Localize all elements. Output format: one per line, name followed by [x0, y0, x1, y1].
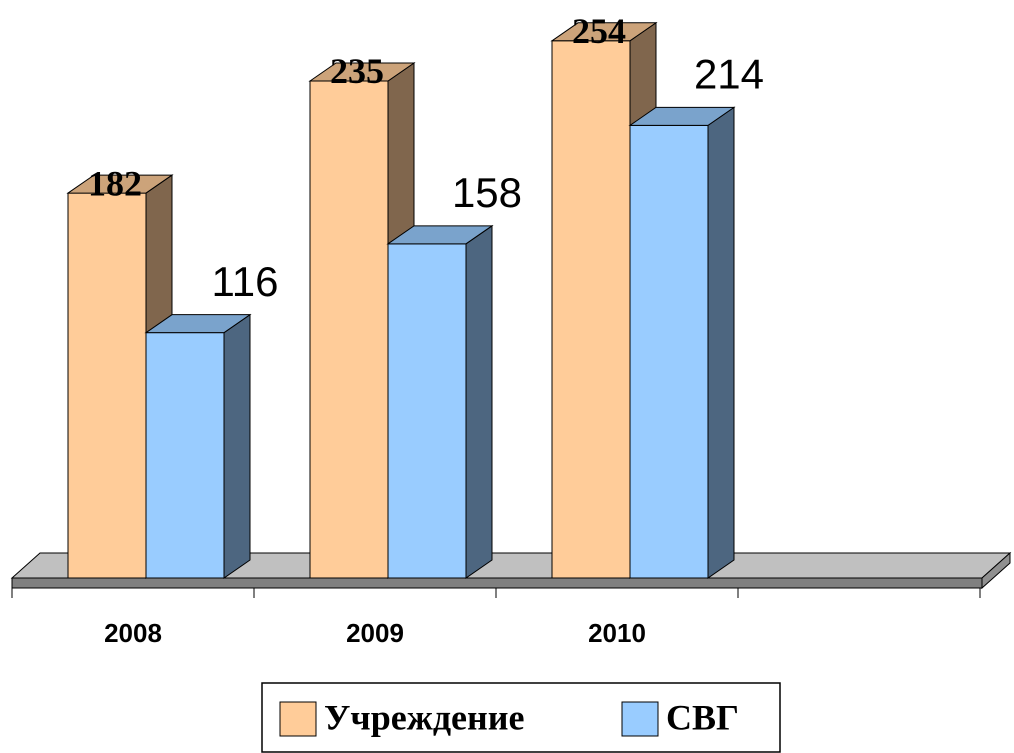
- value-label: 214: [694, 50, 764, 97]
- legend-swatch: [621, 701, 659, 737]
- bar-front: [67, 192, 147, 579]
- bar-top: [66, 174, 174, 194]
- bar-top: [144, 314, 252, 334]
- legend-label: Учреждение: [324, 697, 525, 737]
- value-label: 235: [330, 51, 384, 91]
- legend-swatch: [279, 701, 317, 737]
- bar-side: [707, 106, 735, 579]
- bar-side: [223, 313, 251, 579]
- bar: [628, 106, 736, 579]
- bar-front: [629, 124, 709, 579]
- bar-side: [465, 224, 493, 579]
- value-label: 116: [212, 258, 279, 305]
- bar-front: [387, 243, 467, 579]
- bar-top: [628, 106, 736, 126]
- bar: [386, 224, 494, 579]
- value-label: 182: [88, 163, 142, 203]
- legend-box: [261, 682, 781, 753]
- bar: [144, 313, 252, 579]
- bar-top: [308, 62, 416, 82]
- value-label: 158: [452, 169, 522, 216]
- bar-front: [309, 80, 389, 579]
- bar-top: [550, 22, 658, 42]
- bar-front: [551, 40, 631, 579]
- legend-label: СВГ: [666, 697, 739, 737]
- bar-front: [145, 332, 225, 579]
- floor-front: [11, 577, 983, 589]
- value-label: 254: [572, 11, 626, 51]
- bar-top: [386, 225, 494, 245]
- x-tick-label: 2008: [104, 618, 162, 648]
- x-tick-label: 2010: [588, 618, 646, 648]
- x-tick-label: 2009: [346, 618, 404, 648]
- floor-side: [981, 551, 1011, 590]
